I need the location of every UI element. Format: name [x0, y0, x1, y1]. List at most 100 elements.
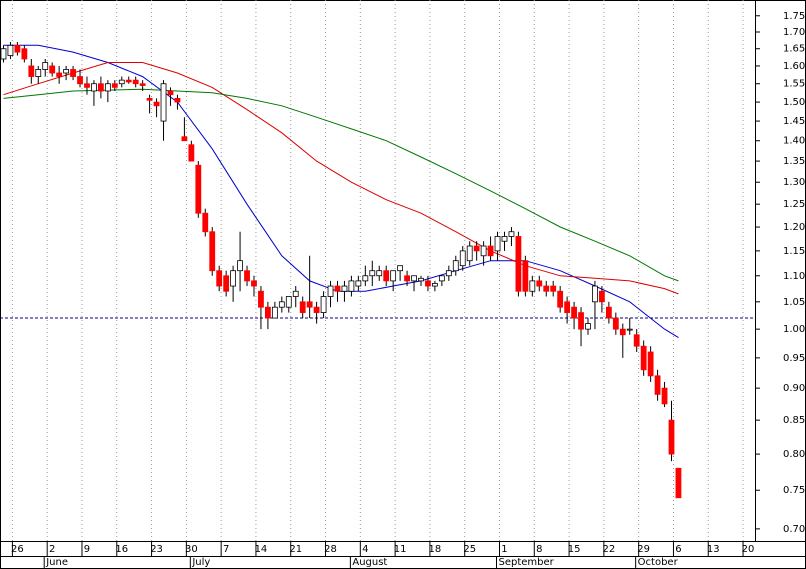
y-tick-label: 0.75	[783, 485, 805, 496]
candle-body	[592, 285, 598, 303]
candle-body	[647, 351, 654, 377]
candle-body	[118, 79, 125, 85]
candle-body	[28, 65, 35, 77]
candle-body	[501, 236, 508, 242]
candle-body	[251, 280, 257, 287]
y-tick-label: 1.00	[783, 324, 805, 335]
x-tick-label: 14	[255, 544, 268, 555]
candle-body	[216, 270, 223, 287]
candle-body	[278, 301, 285, 308]
x-tick-label: 1	[501, 544, 507, 555]
y-tick-label: 0.95	[783, 353, 805, 364]
candle-body	[445, 270, 452, 277]
candle-body	[271, 306, 278, 319]
x-tick-label: 30	[185, 544, 198, 555]
candle-body	[529, 280, 536, 292]
candle-body	[536, 280, 543, 287]
candle-body	[84, 83, 90, 88]
candle-body	[91, 83, 97, 92]
candle-body	[70, 69, 76, 77]
x-tick-label: 21	[289, 544, 302, 555]
candle-body	[675, 467, 682, 499]
candle-body	[425, 280, 431, 287]
candle-body	[404, 275, 410, 282]
candle-body	[640, 345, 647, 371]
candle-body	[104, 83, 111, 92]
candle-body	[341, 285, 348, 292]
candle-body	[285, 296, 292, 308]
candle-body	[390, 270, 397, 282]
y-tick-label: 1.20	[783, 222, 805, 233]
x-tick-label: 7	[223, 544, 229, 555]
moving-average-line	[3, 62, 679, 295]
candle-body	[334, 285, 341, 292]
candle-body	[605, 306, 612, 319]
candle-body	[181, 136, 188, 142]
candle-body	[313, 306, 320, 313]
candle-body	[77, 76, 83, 85]
candle-body	[438, 275, 445, 282]
x-tick-label: 15	[568, 544, 581, 555]
y-tick-label: 1.55	[783, 79, 805, 90]
candle-body	[160, 83, 167, 122]
x-tick-label: 11	[394, 544, 407, 555]
candle-body	[292, 290, 299, 297]
y-tick-label: 1.35	[783, 156, 805, 167]
candle-body	[564, 301, 571, 313]
x-tick-label: 29	[637, 544, 650, 555]
month-label: June	[45, 557, 68, 568]
candle-body	[230, 270, 237, 287]
candle-body	[139, 83, 146, 86]
y-tick-label: 0.90	[783, 383, 805, 394]
candle-body	[63, 69, 70, 74]
candle-body	[42, 62, 49, 70]
x-tick-label: 8	[536, 544, 542, 555]
x-tick-label: 18	[429, 544, 442, 555]
x-tick-label: 22	[603, 544, 616, 555]
candle-body	[522, 260, 529, 292]
candle-body	[56, 72, 63, 77]
candle-body	[49, 65, 56, 74]
y-tick-label: 1.50	[783, 97, 805, 108]
candle-body	[571, 306, 577, 319]
candle-body	[557, 290, 564, 308]
candle-body	[494, 236, 501, 252]
candle-body	[418, 277, 424, 282]
y-tick-label: 1.25	[783, 199, 805, 210]
candle-body	[633, 334, 640, 347]
x-tick-label: 9	[84, 544, 90, 555]
candle-body	[265, 306, 271, 319]
candle-body	[508, 231, 515, 237]
candle-body	[195, 164, 202, 214]
candle-body	[369, 270, 376, 277]
y-tick-label: 1.05	[783, 297, 805, 308]
y-tick-label: 1.60	[783, 61, 805, 72]
candle-body	[466, 245, 473, 262]
x-tick-label: 2	[49, 544, 55, 555]
candle-body	[258, 290, 264, 308]
candle-body	[619, 328, 626, 336]
candle-body	[376, 270, 383, 277]
candle-body	[480, 245, 487, 257]
y-tick-label: 1.15	[783, 246, 805, 257]
candle-body	[599, 290, 605, 303]
candle-body	[487, 245, 494, 257]
candle-body	[21, 48, 28, 60]
candle-body	[125, 79, 132, 83]
x-tick-label: 26	[11, 544, 24, 555]
candle-body	[97, 83, 104, 92]
candle-body	[459, 250, 466, 267]
candle-body	[244, 270, 250, 282]
candle-body	[383, 270, 390, 282]
candle-body	[174, 97, 181, 103]
candle-body	[299, 301, 306, 313]
candle-body	[668, 419, 675, 455]
candle-body	[362, 275, 369, 282]
candle-body	[111, 83, 118, 88]
candle-body	[585, 323, 591, 330]
candle-body	[348, 280, 355, 292]
candle-body	[452, 260, 459, 272]
month-label: July	[191, 557, 210, 568]
x-tick-label: 13	[707, 544, 720, 555]
y-tick-label: 0.70	[783, 524, 805, 535]
